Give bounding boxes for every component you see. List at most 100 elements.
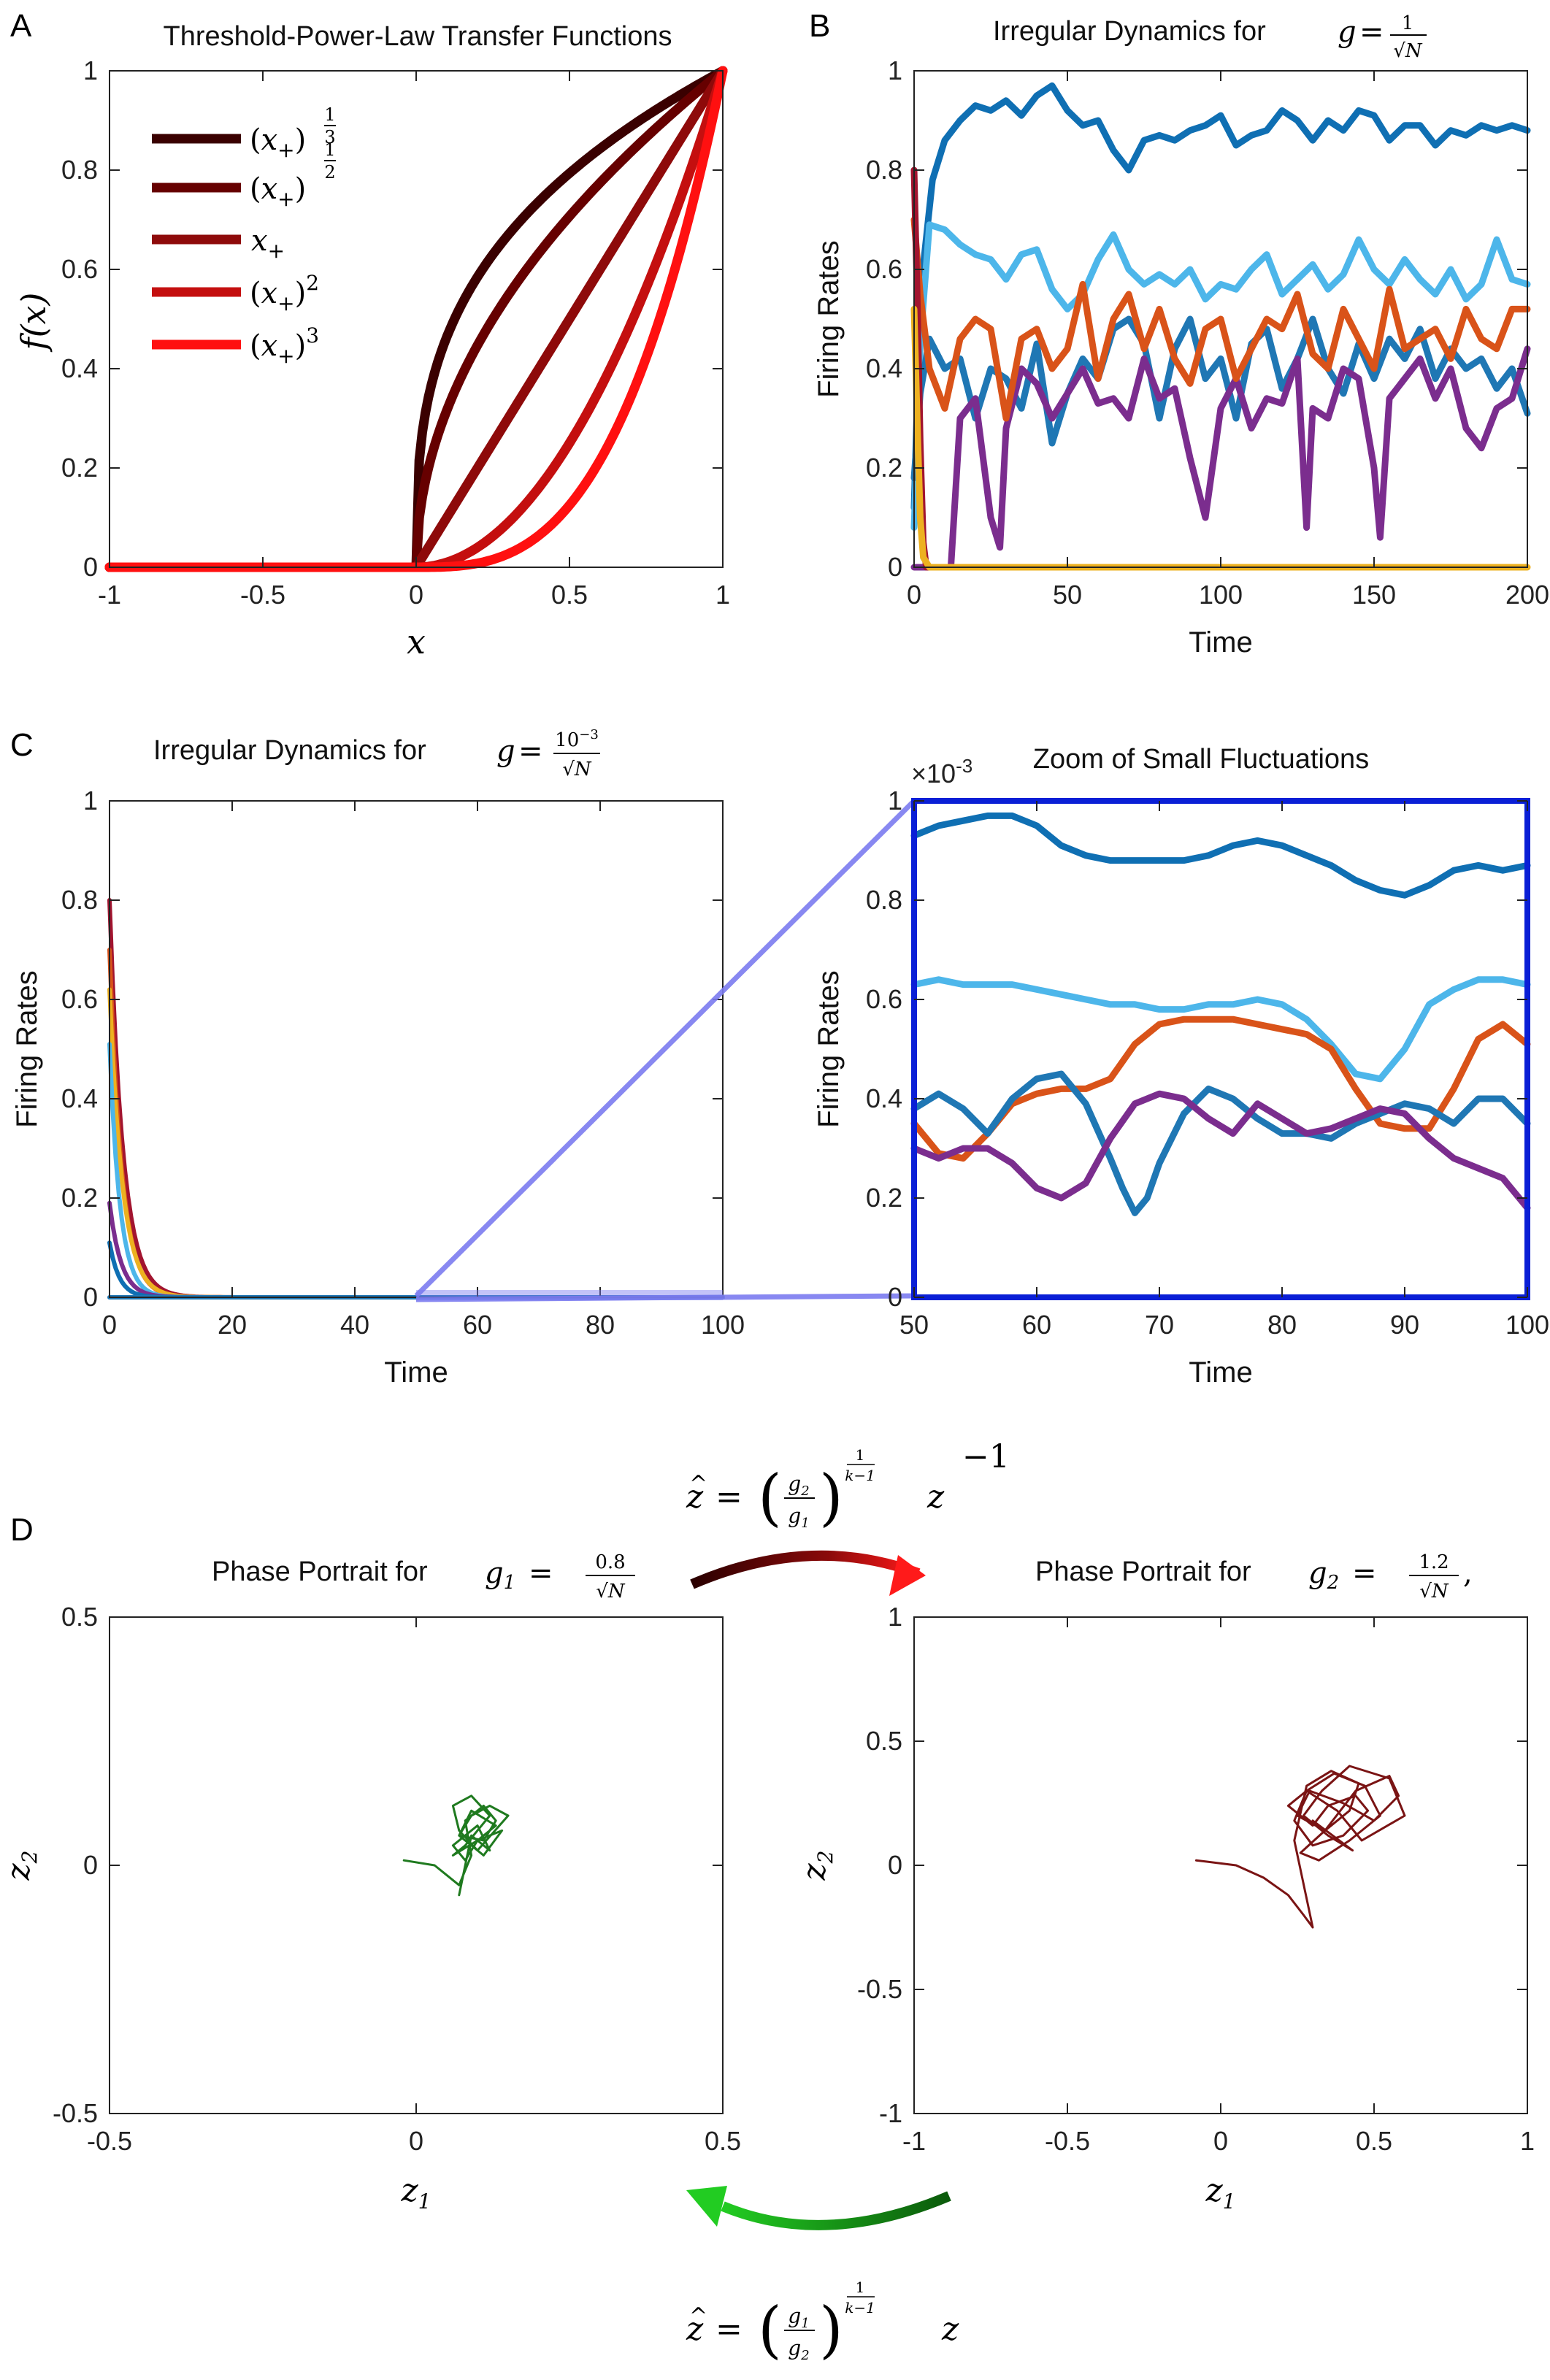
panel-b-series (910, 82, 1531, 571)
svg-text:g1: g1 (485, 1556, 515, 1594)
panel-c-right-multiplier: ×10-3 (911, 755, 972, 788)
panel-c-left-ytick-label: 0 (83, 1282, 98, 1312)
svg-text:1: 1 (1402, 12, 1414, 34)
panel-c-left-chart: Irregular Dynamics for g = 10−3 √N 0 20 40… (11, 727, 745, 1389)
svg-text:10−3: 10−3 (555, 727, 599, 751)
panel-b-ticks: 0 50 100 150 200 0 0.2 0.4 0.6 0.8 1 (866, 55, 1549, 610)
panel-b-title: Irregular Dynamics for g = 1 √N (993, 12, 1427, 62)
panel-d-right-xtick-label: -1 (902, 2126, 926, 2156)
svg-text:^: ^ (689, 1471, 707, 1497)
svg-text:f(x): f(x) (14, 293, 53, 353)
svg-text:z: z (686, 2311, 704, 2348)
panel-c-left-ytick-label: 0.4 (61, 1083, 98, 1113)
svg-text:k−1: k−1 (845, 1467, 875, 1484)
svg-text:2: 2 (324, 162, 335, 183)
panel-b-xtick-label: 50 (1053, 580, 1082, 610)
svg-text:g1: g1 (788, 1504, 809, 1531)
panel-c-left-ytick-label: 1 (83, 786, 98, 815)
panel-d-left-ytick-label: 0 (83, 1850, 98, 1880)
panel-c-right-series-line-2 (910, 976, 1531, 1083)
panel-c-right-series-line-1 (910, 812, 1531, 899)
panel-d-left-ytick-label: -0.5 (53, 2098, 98, 2128)
svg-text:1: 1 (856, 1446, 865, 1464)
svg-text:Irregular Dynamics for: Irregular Dynamics for (993, 16, 1266, 47)
svg-text:Phase Portrait for: Phase Portrait for (212, 1556, 428, 1587)
panel-c-left-ytick-label: 0.2 (61, 1183, 98, 1213)
panel-d-right-series (1194, 1765, 1406, 1929)
panel-b-ytick-label: 0.2 (866, 453, 902, 483)
panel-b-ytick-label: 1 (888, 55, 902, 85)
panel-c-left-ytick-label: 0.6 (61, 984, 98, 1014)
panel-b-ytick-label: 0 (888, 552, 902, 582)
panel-c-right-title: Zoom of Small Fluctuations (1033, 744, 1369, 775)
panel-b-series-line-5 (910, 216, 1531, 422)
panel-a-ytick-label: 0.4 (61, 353, 98, 383)
panel-b-chart: Irregular Dynamics for g = 1 √N 0 50 100 15… (813, 12, 1549, 659)
panel-b-xtick-label: 150 (1352, 580, 1396, 610)
panel-d-left-trajectory-1 (402, 1794, 510, 1897)
panel-a-ytick-label: 0.2 (61, 453, 98, 483)
svg-text:=: = (1359, 15, 1384, 49)
panel-c-left-ylabel: Firing Rates (11, 970, 43, 1128)
svg-text:^: ^ (689, 2303, 707, 2329)
svg-text:3: 3 (324, 127, 335, 147)
svg-text:,: , (1463, 1556, 1473, 1590)
panel-d-left-axes-box (109, 1616, 724, 2114)
panel-c-right-xtick-label: 70 (1145, 1310, 1174, 1340)
panel-d-right-ytick-label: 1 (888, 1602, 902, 1632)
panel-b-xtick-label: 0 (907, 580, 921, 610)
panel-d-right-ytick-label: -0.5 (857, 1974, 902, 2004)
panel-a-xtick-label: 0 (409, 580, 423, 610)
panel-d-left-xlabel: z1 (400, 2172, 431, 2214)
svg-text:1: 1 (856, 2279, 865, 2296)
svg-text:=: = (1352, 1556, 1377, 1590)
svg-text:−1: −1 (962, 1438, 1010, 1475)
svg-text:z2: z2 (796, 1850, 837, 1881)
panel-c-left-xtick-label: 80 (586, 1310, 615, 1340)
panel-c-right-xtick-label: 50 (899, 1310, 929, 1340)
svg-text:√N: √N (596, 1581, 626, 1602)
panel-a-xtick-label: 0.5 (551, 580, 588, 610)
panel-c-left-series-line-2 (107, 948, 725, 1300)
panel-a-xlabel: x (407, 622, 426, 661)
panel-c-right-xtick-label: 80 (1267, 1310, 1297, 1340)
svg-text:√N: √N (1393, 40, 1423, 62)
panel-a-ytick-label: 0.8 (61, 155, 98, 185)
arrow-bottom-head (686, 2186, 727, 2227)
panel-d-right-ticks: -1 -0.5 0 0.5 1 -1 -0.5 0 0.5 1 (857, 1602, 1535, 2156)
panel-c-left-xlabel: Time (384, 1356, 448, 1389)
panel-b-ytick-label: 0.4 (866, 353, 902, 383)
panel-a-legend: (x+) 1 3 (x+) 1 2 x+ (x+)2 (x+)3 (152, 104, 336, 368)
panel-d-left-ylabel: z2 (0, 1850, 42, 1881)
zoom-region-highlight (416, 1290, 723, 1300)
panel-b-series-line-2 (910, 221, 1531, 531)
panel-b-ylabel: Firing Rates (813, 240, 845, 398)
arrow-top-curve (690, 1550, 921, 1589)
panel-a-xtick-label: -0.5 (240, 580, 285, 610)
panel-d-left-ytick-label: 0.5 (61, 1602, 98, 1632)
svg-text:k−1: k−1 (845, 2299, 875, 2316)
panel-letter-a: A (10, 8, 32, 44)
panel-d-right-title: Phase Portrait for g2 = 1.2 √N , (1035, 1551, 1473, 1602)
panel-b-series-line-1 (910, 82, 1531, 511)
panel-d-left-xtick-label: 0.5 (705, 2126, 741, 2156)
panel-letter-d: D (10, 1512, 34, 1548)
svg-text:√N: √N (1419, 1581, 1449, 1602)
panel-b-series-line-4 (910, 345, 1531, 571)
svg-text:): ) (819, 1462, 843, 1533)
panel-d-right-xlabel: z1 (1205, 2172, 1235, 2214)
svg-text:z: z (926, 1478, 945, 1516)
panel-a-xtick-label: 1 (715, 580, 730, 610)
svg-text:): ) (819, 2294, 843, 2365)
panel-d-right-axes-box (913, 1616, 1528, 2114)
panel-c-right-series-line-4 (910, 1070, 1531, 1216)
panel-a-series (104, 66, 728, 572)
panel-c-right-ytick-label: 0.8 (866, 885, 902, 915)
legend-label-1: (x+) 1 3 (250, 104, 336, 162)
svg-text:=: = (715, 2311, 743, 2348)
panel-c-left-title: Irregular Dynamics for g = 10−3 √N (153, 727, 600, 780)
panel-c-right-xtick-label: 60 (1022, 1310, 1051, 1340)
panel-d-left-title: Phase Portrait for g1 = 0.8 √N (212, 1551, 635, 1602)
svg-text:√N: √N (562, 759, 592, 780)
panel-c-right-xtick-label: 90 (1390, 1310, 1419, 1340)
